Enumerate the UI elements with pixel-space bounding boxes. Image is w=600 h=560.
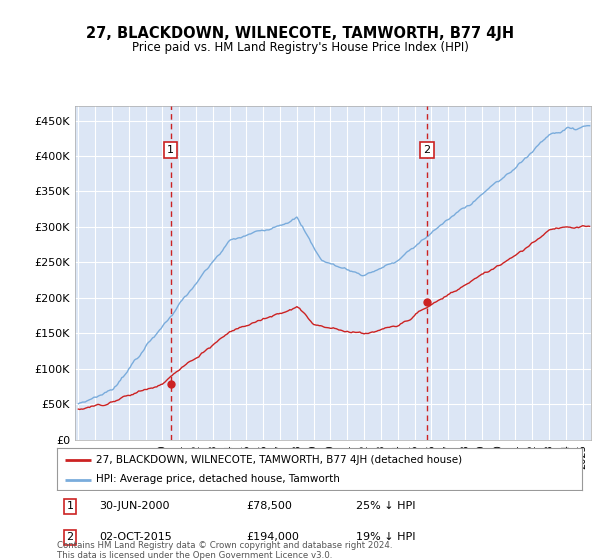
- Text: 27, BLACKDOWN, WILNECOTE, TAMWORTH, B77 4JH: 27, BLACKDOWN, WILNECOTE, TAMWORTH, B77 …: [86, 26, 514, 41]
- Text: 27, BLACKDOWN, WILNECOTE, TAMWORTH, B77 4JH (detached house): 27, BLACKDOWN, WILNECOTE, TAMWORTH, B77 …: [97, 455, 463, 465]
- Text: Contains HM Land Registry data © Crown copyright and database right 2024.
This d: Contains HM Land Registry data © Crown c…: [57, 540, 392, 560]
- Text: 19% ↓ HPI: 19% ↓ HPI: [356, 533, 416, 543]
- Text: 1: 1: [67, 501, 73, 511]
- Text: 30-JUN-2000: 30-JUN-2000: [99, 501, 170, 511]
- Text: £78,500: £78,500: [246, 501, 292, 511]
- Text: 1: 1: [167, 144, 175, 155]
- Text: 02-OCT-2015: 02-OCT-2015: [99, 533, 172, 543]
- Text: HPI: Average price, detached house, Tamworth: HPI: Average price, detached house, Tamw…: [97, 474, 340, 484]
- Text: 25% ↓ HPI: 25% ↓ HPI: [356, 501, 416, 511]
- Text: 2: 2: [67, 533, 74, 543]
- Text: 2: 2: [424, 144, 431, 155]
- Text: £194,000: £194,000: [246, 533, 299, 543]
- Text: Price paid vs. HM Land Registry's House Price Index (HPI): Price paid vs. HM Land Registry's House …: [131, 40, 469, 54]
